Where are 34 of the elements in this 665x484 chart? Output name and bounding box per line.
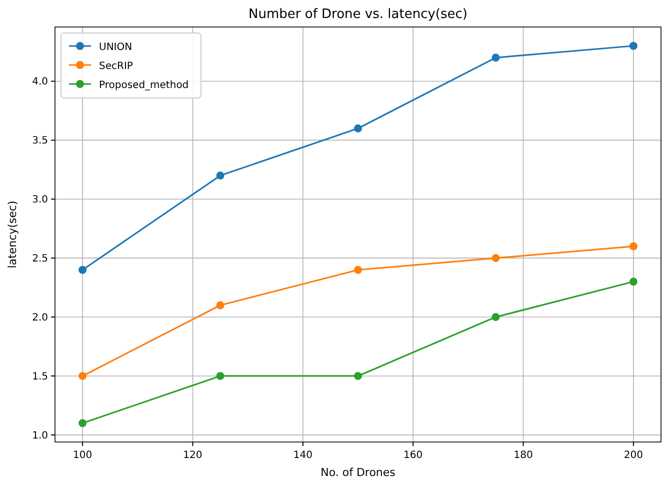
point (629, 278, 638, 286)
x-tick-label: 140 (293, 450, 312, 461)
x-tick-label: 100 (73, 450, 92, 461)
y-tick-label: 3.5 (32, 136, 48, 147)
point (629, 242, 638, 250)
point (354, 266, 362, 274)
y-tick-label: 2.0 (32, 312, 48, 324)
point (216, 301, 224, 310)
x-tick-label: 120 (183, 450, 202, 461)
x-tick-label: 180 (514, 450, 533, 461)
legend-label: SecRIP (99, 61, 133, 72)
y-axis-title: latency(sec) (6, 200, 19, 268)
point (354, 372, 362, 380)
legend-label: Proposed_method (99, 80, 189, 91)
point (216, 172, 224, 180)
point (78, 266, 87, 274)
point (492, 254, 500, 262)
point (78, 419, 87, 428)
x-tick-label: 200 (624, 450, 643, 461)
y-tick-label: 4.0 (32, 76, 48, 88)
point (629, 42, 638, 50)
point (216, 372, 224, 380)
y-tick-label: 2.5 (32, 254, 48, 265)
y-tick-label: 1.5 (32, 371, 48, 382)
y-tick-label: 1.0 (32, 430, 48, 442)
x-tick-label: 160 (404, 450, 423, 461)
point (78, 372, 87, 380)
point (354, 124, 362, 132)
point (492, 313, 500, 322)
legend-label: UNION (99, 42, 132, 53)
point (492, 54, 500, 62)
x-axis-title: No. of Drones (320, 466, 396, 479)
y-tick-label: 3.0 (32, 194, 48, 206)
chart-title: Number of Drone vs. latency(sec) (248, 7, 468, 22)
